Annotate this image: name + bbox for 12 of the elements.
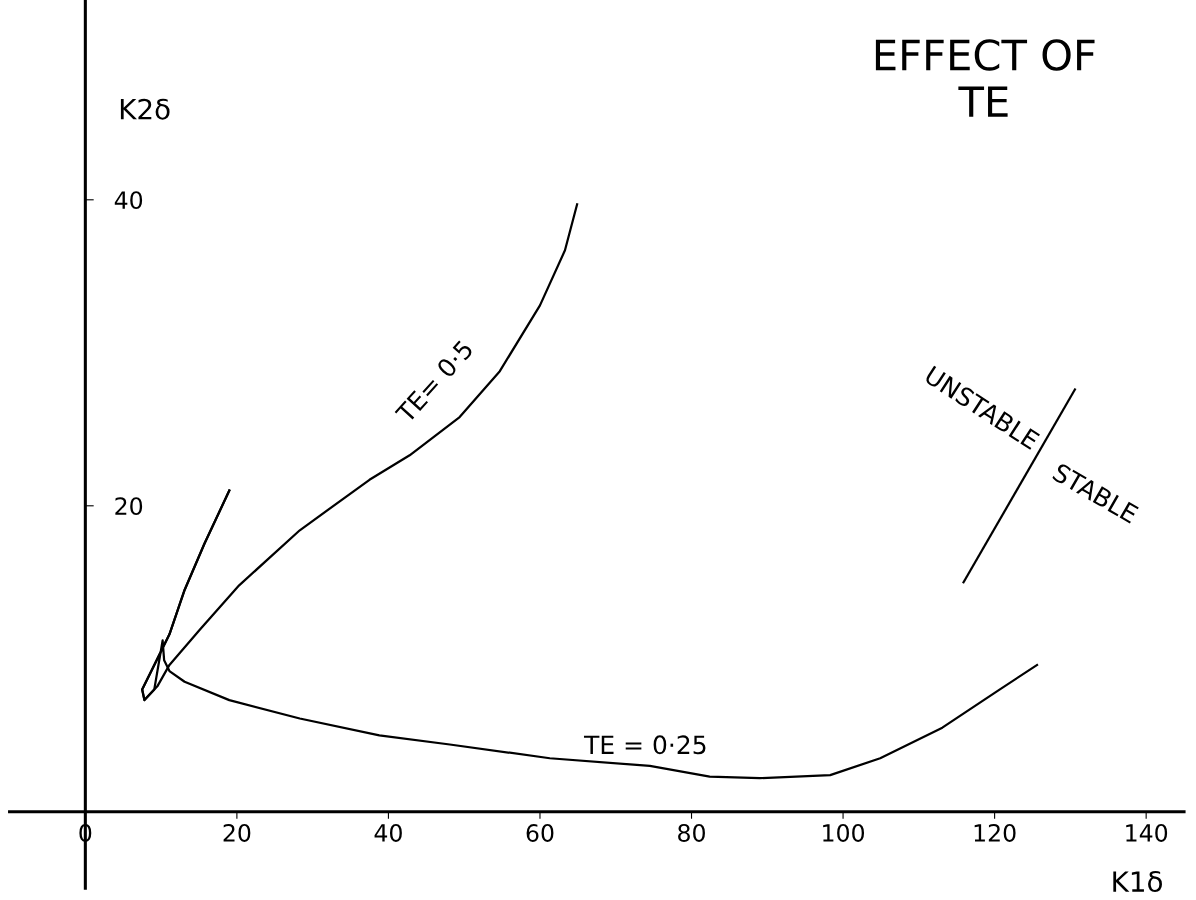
x-tick-label: 120: [974, 824, 1016, 842]
x-tick-label: 100: [823, 824, 865, 842]
y-axis-title: K2δ: [120, 98, 170, 120]
annotation: TE= 0·5: [394, 339, 474, 425]
annotation: TE = 0·25: [583, 735, 706, 755]
x-tick-label: 60: [526, 824, 554, 842]
x-tick-label: 40: [374, 824, 402, 842]
x-tick-label: 20: [223, 824, 251, 842]
text: EFFECT OF TE: [875, 39, 1095, 117]
x-axis-title: K1δ: [1113, 871, 1162, 893]
x-tick-label: 80: [678, 824, 705, 842]
x-tick-label: 140: [1126, 824, 1168, 842]
